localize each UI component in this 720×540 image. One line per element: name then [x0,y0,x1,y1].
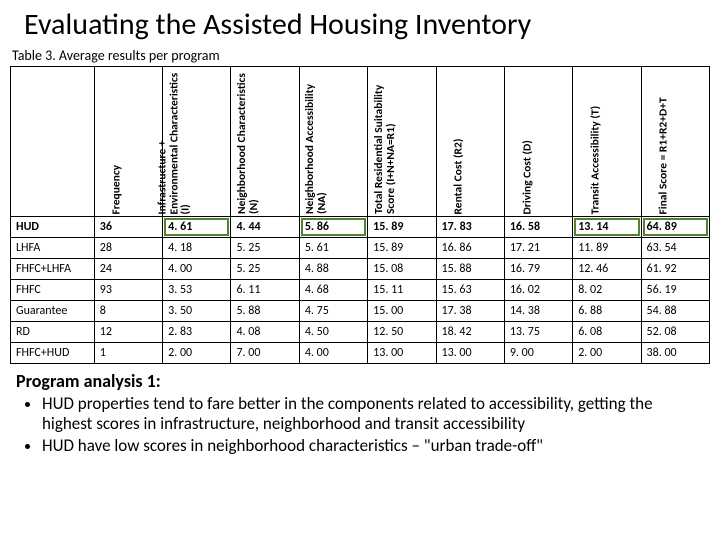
table-cell: 15. 63 [436,280,504,301]
table-row: FHFC+LHFA244. 005. 254. 8815. 0815. 8816… [11,259,710,280]
table-row: Guarantee83. 505. 884. 7515. 0017. 3814.… [11,301,710,322]
table-cell: Guarantee [11,301,95,322]
col-total-suitability: Total Residential Suitability Score (I+N… [368,67,436,217]
table-cell: 4. 50 [299,322,367,343]
table-cell: 4. 75 [299,301,367,322]
table-cell: 15. 89 [368,238,436,259]
table-cell: 9. 00 [504,343,572,364]
col-infrastructure: Infrastructure + Environmental Character… [163,67,231,217]
table-cell: 13. 00 [436,343,504,364]
table-cell: 12. 50 [368,322,436,343]
table-cell: FHFC [11,280,95,301]
table-row: HUD364. 614. 445. 8615. 8917. 8316. 5813… [11,217,710,238]
col-frequency: Frequency [94,67,162,217]
table-cell: 93 [94,280,162,301]
col-final-score: Final Score = R1+R2+D+T [641,67,709,217]
table-cell: 11. 89 [573,238,641,259]
table-body: HUD364. 614. 445. 8615. 8917. 8316. 5813… [11,217,710,364]
table-cell: 17. 38 [436,301,504,322]
table-cell: RD [11,322,95,343]
table-cell: 64. 89 [641,217,709,238]
col-neighborhood-acc: Neighborhood Accessibility (NA) [299,67,367,217]
table-cell: 12. 46 [573,259,641,280]
results-table: Frequency Infrastructure + Environmental… [10,66,710,364]
table-cell: 18. 42 [436,322,504,343]
table-cell: 13. 75 [504,322,572,343]
table-cell: 4. 44 [231,217,299,238]
table-cell: 56. 19 [641,280,709,301]
table-cell: 4. 88 [299,259,367,280]
table-cell: 4. 68 [299,280,367,301]
table-cell: 4. 00 [299,343,367,364]
table-cell: 6. 88 [573,301,641,322]
table-cell: 63. 54 [641,238,709,259]
table-cell: 2. 00 [163,343,231,364]
table-header-row: Frequency Infrastructure + Environmental… [11,67,710,217]
table-cell: HUD [11,217,95,238]
page-title: Evaluating the Assisted Housing Inventor… [0,0,720,47]
table-cell: 3. 53 [163,280,231,301]
table-cell: 14. 38 [504,301,572,322]
table-cell: 8. 02 [573,280,641,301]
table-cell: 54. 88 [641,301,709,322]
table-cell: 5. 25 [231,259,299,280]
table-row: LHFA284. 185. 255. 6115. 8916. 8617. 211… [11,238,710,259]
table-cell: 2. 83 [163,322,231,343]
table-cell: 1 [94,343,162,364]
analysis-title: Program analysis 1: [16,370,704,392]
results-table-wrap: Frequency Infrastructure + Environmental… [0,66,720,364]
analysis-bullet: HUD have low scores in neighborhood char… [42,436,704,456]
table-cell: 5. 25 [231,238,299,259]
table-cell: 12 [94,322,162,343]
analysis-bullet: HUD properties tend to fare better in th… [42,394,704,434]
table-cell: 2. 00 [573,343,641,364]
table-cell: 15. 11 [368,280,436,301]
table-row: RD122. 834. 084. 5012. 5018. 4213. 756. … [11,322,710,343]
table-cell: 13. 00 [368,343,436,364]
table-row: FHFC+HUD12. 007. 004. 0013. 0013. 009. 0… [11,343,710,364]
table-cell: 4. 08 [231,322,299,343]
table-cell: 13. 14 [573,217,641,238]
table-cell: 15. 88 [436,259,504,280]
table-cell: 4. 00 [163,259,231,280]
table-cell: 4. 61 [163,217,231,238]
col-transit-acc: Transit Accessibility (T) [573,67,641,217]
table-cell: FHFC+LHFA [11,259,95,280]
table-cell: 15. 00 [368,301,436,322]
table-cell: 7. 00 [231,343,299,364]
table-cell: 24 [94,259,162,280]
table-cell: 15. 08 [368,259,436,280]
col-rental-cost: Rental Cost (R2) [436,67,504,217]
table-cell: 16. 79 [504,259,572,280]
table-caption: Table 3. Average results per program [0,47,720,66]
table-cell: 16. 02 [504,280,572,301]
table-cell: FHFC+HUD [11,343,95,364]
table-cell: 8 [94,301,162,322]
table-cell: 3. 50 [163,301,231,322]
col-program [11,67,95,217]
table-cell: 16. 86 [436,238,504,259]
table-cell: 4. 18 [163,238,231,259]
table-row: FHFC933. 536. 114. 6815. 1115. 6316. 028… [11,280,710,301]
analysis-bullets: HUD properties tend to fare better in th… [16,394,704,456]
table-cell: LHFA [11,238,95,259]
table-cell: 5. 88 [231,301,299,322]
table-cell: 52. 08 [641,322,709,343]
table-cell: 16. 58 [504,217,572,238]
table-cell: 36 [94,217,162,238]
table-cell: 17. 83 [436,217,504,238]
table-cell: 6. 11 [231,280,299,301]
table-cell: 61. 92 [641,259,709,280]
col-driving-cost: Driving Cost (D) [504,67,572,217]
table-cell: 6. 08 [573,322,641,343]
table-cell: 17. 21 [504,238,572,259]
table-cell: 28 [94,238,162,259]
analysis-section: Program analysis 1: HUD properties tend … [0,364,720,456]
table-cell: 5. 61 [299,238,367,259]
table-cell: 15. 89 [368,217,436,238]
col-neighborhood-char: Neighborhood Characteristics (N) [231,67,299,217]
table-cell: 38. 00 [641,343,709,364]
table-cell: 5. 86 [299,217,367,238]
